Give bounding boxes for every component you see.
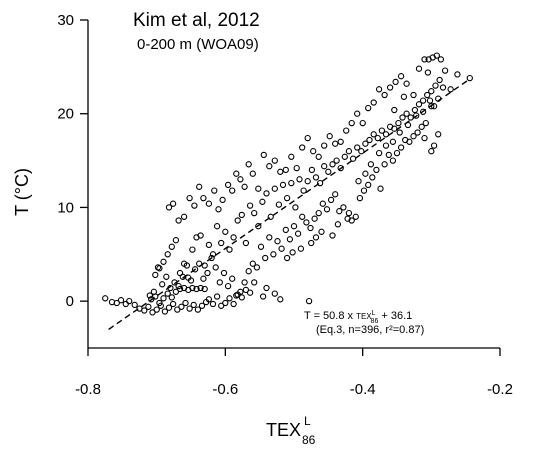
x-tick-label: -0.6 [212, 381, 238, 398]
chart-subtitle: 0-200 m (WOA09) [137, 36, 259, 53]
y-axis-label: T (°C) [12, 168, 32, 216]
x-axis-label-sup: L [304, 414, 311, 428]
equation-prefix: T = 50.8 x [304, 310, 356, 322]
y-tick-label: 20 [57, 106, 74, 123]
y-tick-label: 0 [66, 293, 74, 310]
x-tick-label: -0.2 [487, 381, 513, 398]
x-axis-label-main: TEX [266, 420, 301, 440]
chart-title: Kim et al, 2012 [133, 10, 260, 31]
x-tick-label: -0.4 [350, 381, 376, 398]
equation-sup: L [372, 310, 376, 317]
y-tick-label: 30 [57, 12, 74, 29]
equation-suffix: + 36.1 [378, 310, 412, 322]
y-tick-label: 10 [57, 199, 74, 216]
x-tick-label: -0.8 [75, 381, 101, 398]
equation-line-2: (Eq.3, n=396, r²=0.87) [316, 324, 424, 336]
x-axis-label-sub: 86 [302, 433, 316, 447]
